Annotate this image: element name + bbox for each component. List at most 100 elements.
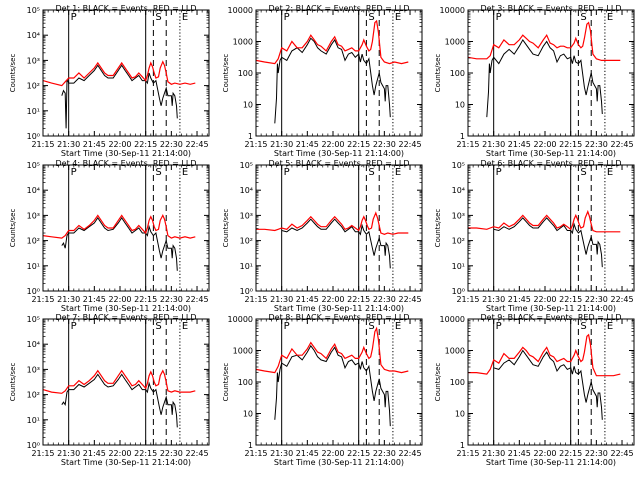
y-tick-label: 10⁵: [27, 161, 40, 170]
x-tick-label: 21:15: [456, 140, 479, 149]
x-tick-label: 21:30: [270, 140, 293, 149]
events-series-line: [493, 217, 603, 268]
y-axis-label: Counts/sec: [434, 363, 442, 402]
x-axis-label: Start Time (30-Sep-11 21:14:00): [61, 304, 191, 313]
y-tick-label: 10: [455, 410, 465, 419]
detector-panel-5: P S E 10⁰ 10¹ 10² 10³ 10⁴ 10⁵ 21:15 21:30 21:45 22:0…: [222, 159, 423, 313]
x-tick-label: 21:45: [296, 140, 319, 149]
x-tick-label: 22:15: [559, 140, 582, 149]
x-tick-label: 21:30: [270, 295, 293, 304]
plot-frame: [42, 318, 210, 446]
x-tick-label: 21:45: [508, 449, 531, 458]
x-axis-label: Start Time (30-Sep-11 21:14:00): [486, 458, 616, 467]
y-axis-label: Counts/sec: [222, 209, 230, 248]
lld-series-line: [42, 60, 196, 87]
plot-frame: [255, 318, 423, 446]
plot-frame: [255, 164, 423, 292]
x-tick-label: 22:30: [160, 295, 183, 304]
x-tick-label: 22:45: [185, 295, 208, 304]
y-tick-label: 10³: [452, 211, 465, 220]
x-tick-label: 22:15: [134, 295, 157, 304]
x-tick-label: 22:30: [373, 449, 396, 458]
x-tick-label: 21:30: [270, 449, 293, 458]
panel-title: Det 1: BLACK = Events, RED = LLD: [56, 4, 197, 13]
y-tick-label: 10²: [27, 82, 40, 91]
x-tick-label: 22:15: [134, 449, 157, 458]
marker-label: P: [496, 321, 502, 332]
events-series-line: [61, 373, 178, 428]
x-tick-label: 22:30: [585, 449, 608, 458]
y-tick-label: 10⁵: [240, 161, 253, 170]
detector-panel-1: P S E 10⁰ 10¹ 10² 10³ 10⁴ 10⁵ 21:15 21:30 21:45 22:0…: [9, 4, 210, 158]
y-tick-label: 10¹: [27, 107, 40, 116]
marker-label: P: [496, 167, 502, 178]
lld-series-line: [255, 19, 409, 65]
y-axis-label: Counts/sec: [9, 209, 17, 248]
x-tick-label: 21:45: [508, 140, 531, 149]
y-tick-label: 10²: [240, 237, 253, 246]
plot-frame: [42, 9, 210, 137]
x-tick-label: 21:30: [482, 140, 505, 149]
x-tick-label: 21:15: [456, 295, 479, 304]
y-tick-label: 100: [238, 69, 253, 78]
y-tick-label: 1000: [445, 38, 465, 47]
x-tick-label: 22:00: [321, 295, 344, 304]
y-tick-label: 10⁴: [27, 31, 40, 40]
plot-frame: [467, 9, 635, 137]
x-tick-label: 22:45: [398, 140, 421, 149]
x-tick-label: 21:15: [31, 295, 54, 304]
x-tick-label: 22:15: [347, 140, 370, 149]
marker-label: S: [580, 167, 586, 178]
marker-label: E: [607, 12, 613, 23]
marker-label: P: [71, 167, 77, 178]
panel-title: Det 4: BLACK = Events, RED = LLD: [56, 159, 197, 168]
x-tick-label: 21:30: [57, 140, 80, 149]
marker-label: S: [368, 321, 374, 332]
y-axis-label: Counts/sec: [222, 54, 230, 93]
marker-label: P: [284, 12, 290, 23]
marker-label: S: [580, 12, 586, 23]
y-tick-label: 10⁵: [452, 161, 465, 170]
x-tick-label: 22:00: [321, 140, 344, 149]
x-tick-label: 22:45: [185, 140, 208, 149]
y-tick-label: 10: [455, 101, 465, 110]
plot-frame: [255, 9, 423, 137]
x-tick-label: 22:30: [160, 140, 183, 149]
y-tick-label: 1000: [233, 38, 253, 47]
lld-series-line: [467, 21, 621, 61]
marker-label: E: [182, 167, 188, 178]
y-tick-label: 10³: [27, 365, 40, 374]
y-tick-label: 10: [243, 410, 253, 419]
x-tick-label: 21:15: [244, 449, 267, 458]
y-tick-label: 10⁵: [27, 315, 40, 324]
y-tick-label: 10¹: [27, 262, 40, 271]
x-tick-label: 22:00: [108, 449, 131, 458]
x-tick-label: 22:00: [321, 449, 344, 458]
x-axis-label: Start Time (30-Sep-11 21:14:00): [486, 149, 616, 158]
y-tick-label: 10³: [27, 211, 40, 220]
x-tick-label: 22:45: [610, 140, 633, 149]
y-tick-label: 10000: [440, 315, 465, 324]
x-axis-label: Start Time (30-Sep-11 21:14:00): [274, 149, 404, 158]
marker-label: E: [607, 321, 613, 332]
x-tick-label: 22:00: [533, 295, 556, 304]
y-tick-label: 10²: [452, 237, 465, 246]
y-tick-label: 100: [238, 378, 253, 387]
y-tick-label: 10³: [27, 56, 40, 65]
y-tick-label: 10⁴: [452, 186, 465, 195]
x-tick-label: 22:45: [610, 449, 633, 458]
y-tick-label: 10⁰: [240, 287, 253, 296]
x-tick-label: 22:00: [533, 449, 556, 458]
y-tick-label: 10⁴: [240, 186, 253, 195]
y-axis-label: Counts/sec: [222, 363, 230, 402]
x-tick-label: 22:15: [559, 295, 582, 304]
y-tick-label: 10⁴: [27, 340, 40, 349]
x-tick-label: 22:45: [398, 295, 421, 304]
x-tick-label: 22:15: [347, 449, 370, 458]
lld-series-line: [256, 211, 409, 235]
x-axis-label: Start Time (30-Sep-11 21:14:00): [274, 458, 404, 467]
y-tick-label: 100: [450, 378, 465, 387]
